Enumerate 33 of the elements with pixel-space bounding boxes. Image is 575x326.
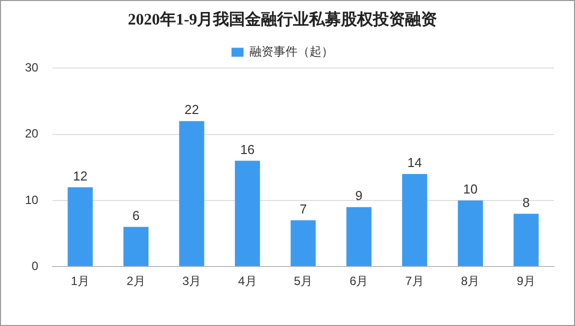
data-label: 8 [522,194,530,210]
x-tick-label: 7月 [405,274,424,288]
bar [68,187,93,266]
x-tick-label: 6月 [350,274,368,288]
y-tick-label: 0 [32,258,39,273]
data-label: 6 [132,208,140,223]
y-tick-label: 20 [24,126,39,141]
x-tick-label: 5月 [294,274,313,288]
data-label: 16 [240,142,255,157]
data-label: 10 [463,182,478,197]
chart-title: 2020年1-9月我国金融行业私募股权投资融资 [128,10,438,29]
y-tick-label: 30 [24,60,39,75]
bar [179,121,204,266]
data-label: 9 [355,188,363,204]
data-label: 7 [300,201,307,216]
x-tick-label: 9月 [516,274,536,288]
x-tick-label: 4月 [238,274,257,288]
legend-label: 融资事件（起） [250,44,334,59]
bar [346,207,372,266]
bar [402,174,428,266]
x-tick-label: 1月 [70,274,90,288]
x-tick-label: 8月 [461,274,480,288]
x-tick-label: 2月 [126,274,146,288]
data-label: 14 [407,155,422,170]
bar [514,214,539,266]
y-tick-label: 10 [24,192,39,207]
data-label: 22 [184,102,199,118]
bar [290,220,316,266]
data-label: 12 [72,168,88,184]
bar [123,226,148,266]
bar [458,200,483,266]
x-tick-label: 3月 [182,274,202,288]
bar [234,160,260,266]
